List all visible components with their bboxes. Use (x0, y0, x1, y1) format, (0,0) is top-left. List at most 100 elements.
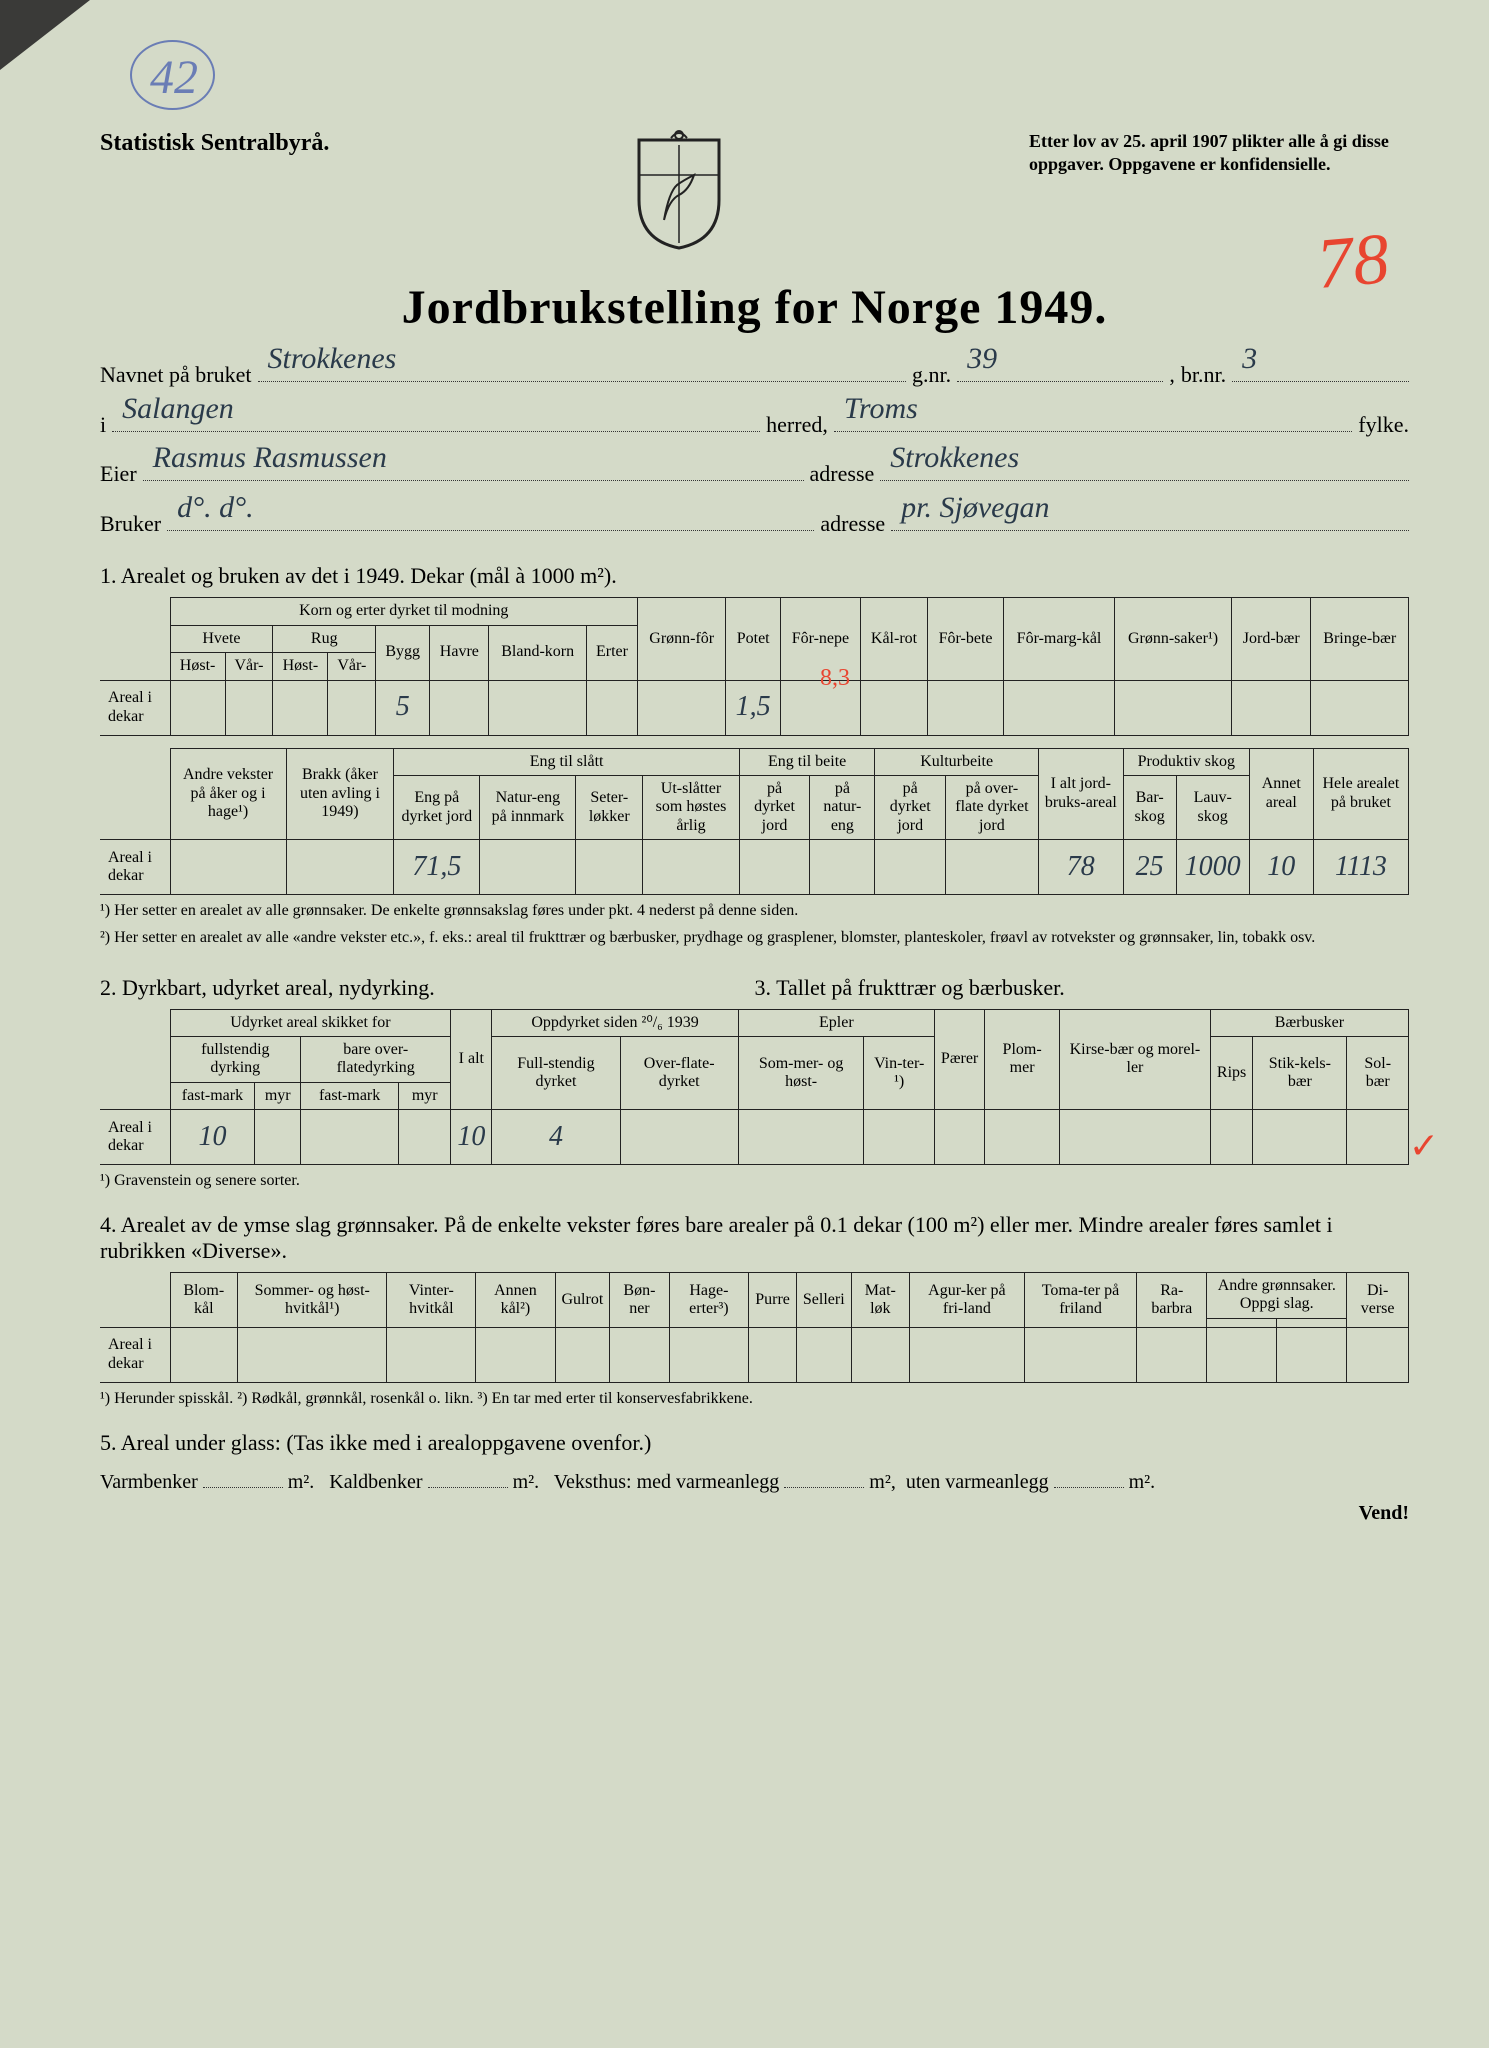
col-matlok: Mat-løk (851, 1273, 909, 1328)
col-andre: Andre vekster på åker og i hage¹) (170, 748, 286, 840)
col-engdyrket: Eng på dyrket jord (394, 775, 480, 839)
col-ialt2: I alt (451, 1009, 492, 1110)
table-1a: Korn og erter dyrket til modning Grønn-f… (100, 597, 1409, 735)
val-herred: Salangen (122, 382, 234, 436)
footnote-2: ²) Her setter en arealet av alle «andre … (100, 928, 1409, 949)
col-myr2: myr (399, 1082, 451, 1109)
annotation-42: 42 (150, 50, 198, 105)
section3-heading: 3. Tallet på frukttrær og bærbusker. (755, 975, 1410, 1001)
val-gnr: 39 (967, 332, 997, 386)
col-host1: Høst- (170, 653, 225, 680)
row-label-1b: Areal i dekar (100, 840, 170, 895)
val-bygg: 5 (376, 680, 430, 735)
section5-line: Varmbenker m². Kaldbenker m². Veksthus: … (100, 1471, 1409, 1494)
label-brnr: br.nr. (1181, 355, 1226, 395)
section5-heading: 5. Areal under glass: (Tas ikke med i ar… (100, 1430, 1409, 1456)
val-potet: 1,5 (726, 680, 781, 735)
lbl-kaldbenker: Kaldbenker (329, 1471, 422, 1493)
agency-name: Statistisk Sentralbyrå. (100, 130, 329, 157)
col-rabarbra: Ra-barbra (1137, 1273, 1207, 1328)
table-4: Blom-kål Sommer- og høst-hvitkål¹) Vinte… (100, 1272, 1409, 1383)
col-havre: Havre (430, 625, 489, 680)
col-rips: Rips (1210, 1037, 1252, 1110)
section4-heading: 4. Arealet av de ymse slag grønnsaker. P… (100, 1212, 1409, 1264)
col-var1: Vår- (225, 653, 273, 680)
col-vinter4: Vinter-hvitkål (387, 1273, 476, 1328)
label-herred: herred, (766, 405, 828, 445)
col-formargkal: Fôr-marg-kål (1004, 598, 1115, 680)
red-tick: ✓ (1409, 1125, 1439, 1167)
val-fastmark: 10 (170, 1110, 255, 1165)
col-annet: Annet areal (1249, 748, 1313, 840)
col-blandkorn: Bland-korn (489, 625, 587, 680)
label-i: i (100, 405, 106, 445)
legal-notice: Etter lov av 25. april 1907 plikter alle… (1029, 130, 1409, 177)
val-eier: Rasmus Rasmussen (153, 431, 387, 485)
lbl-m2-2: m². (513, 1471, 540, 1493)
col-udyrket: Udyrket areal skikket for (170, 1009, 451, 1036)
annotation-83: 8,3 (820, 665, 850, 692)
coat-of-arms-icon (629, 130, 729, 250)
col-vinter3: Vin-ter-¹) (864, 1037, 934, 1110)
label-adresse2: adresse (820, 504, 885, 544)
col-prodskog: Produktiv skog (1123, 748, 1249, 775)
table-2-3: Udyrket areal skikket for I alt Oppdyrke… (100, 1009, 1409, 1166)
corner-fold (0, 0, 90, 70)
row-label-1a: Areal i dekar (100, 680, 170, 735)
col-bareover: bare over-flatedyrking (301, 1037, 451, 1083)
lbl-uten: uten varmeanlegg (906, 1471, 1049, 1493)
val-engdyrket: 71,5 (394, 840, 480, 895)
val-bruket: Strokkenes (268, 332, 397, 386)
col-erter: Erter (586, 625, 637, 680)
label-bruker: Bruker (100, 504, 161, 544)
col-baerbusker: Bærbusker (1210, 1009, 1408, 1036)
val-barskog: 25 (1123, 840, 1176, 895)
col-selleri: Selleri (796, 1273, 851, 1328)
col-eng-beite: Eng til beite (739, 748, 875, 775)
col-gulrot: Gulrot (555, 1273, 610, 1328)
col-korn: Korn og erter dyrket til modning (170, 598, 638, 625)
col-stikkels: Stik-kels-bær (1253, 1037, 1347, 1110)
label-fylke: fylke. (1358, 405, 1409, 445)
col-potet: Potet (726, 598, 781, 680)
lbl-m2-1: m². (288, 1471, 315, 1493)
col-host2: Høst- (273, 653, 328, 680)
col-panatureng: på natur-eng (810, 775, 875, 839)
col-fullstendig: fullstendig dyrking (170, 1037, 301, 1083)
lbl-m2-3: m². (1129, 1471, 1156, 1493)
col-ialt: I alt jord-bruks-areal (1038, 748, 1123, 840)
row-label-23: Areal i dekar (100, 1110, 170, 1165)
col-overdyrket: Over-flate-dyrket (620, 1037, 738, 1110)
col-barskog: Bar-skog (1123, 775, 1176, 839)
col-purre: Purre (749, 1273, 797, 1328)
col-forbete: Fôr-bete (928, 598, 1004, 680)
col-rug: Rug (273, 625, 376, 652)
lbl-veksthus: Veksthus: med varmeanlegg (554, 1471, 780, 1493)
col-brakk: Brakk (åker uten avling i 1949) (286, 748, 394, 840)
table-1b: Andre vekster på åker og i hage¹) Brakk … (100, 748, 1409, 896)
section-2-3-headings: 2. Dyrkbart, udyrket areal, nydyrking. 3… (100, 955, 1409, 1009)
col-diverse: Di-verse (1347, 1273, 1409, 1328)
col-kulturbeite: Kulturbeite (875, 748, 1038, 775)
val-bruker-adresse: pr. Sjøvegan (901, 481, 1049, 535)
col-lauvskog: Lauv-skog (1176, 775, 1249, 839)
section1-heading: 1. Arealet og bruken av det i 1949. Deka… (100, 563, 1409, 589)
footnote-23: ¹) Gravenstein og senere sorter. (100, 1171, 1409, 1192)
val-bruker: d°. d°. (177, 481, 254, 535)
header-row: Statistisk Sentralbyrå. Etter lov av 25.… (100, 130, 1409, 250)
val-hele: 1113 (1313, 840, 1408, 895)
col-fastmark2: fast-mark (301, 1082, 399, 1109)
val-lauvskog: 1000 (1176, 840, 1249, 895)
col-agurker: Agur-ker på fri-land (910, 1273, 1025, 1328)
vend-label: Vend! (100, 1502, 1409, 1525)
page-title: Jordbrukstelling for Norge 1949. (100, 280, 1409, 335)
col-plommer: Plom-mer (985, 1009, 1060, 1110)
col-andre4: Andre grønnsaker. Oppgi slag. (1207, 1273, 1347, 1319)
col-sommer3: Som-mer- og høst- (738, 1037, 864, 1110)
col-utslatter: Ut-slåtter som høstes årlig (643, 775, 740, 839)
lbl-varmbenker: Varmbenker (100, 1471, 198, 1493)
col-gronnsaker: Grønn-saker¹) (1115, 598, 1232, 680)
label-adresse: adresse (810, 454, 875, 494)
col-bonner: Bøn-ner (610, 1273, 669, 1328)
footnote-1: ¹) Her setter en arealet av alle grønnsa… (100, 901, 1409, 922)
